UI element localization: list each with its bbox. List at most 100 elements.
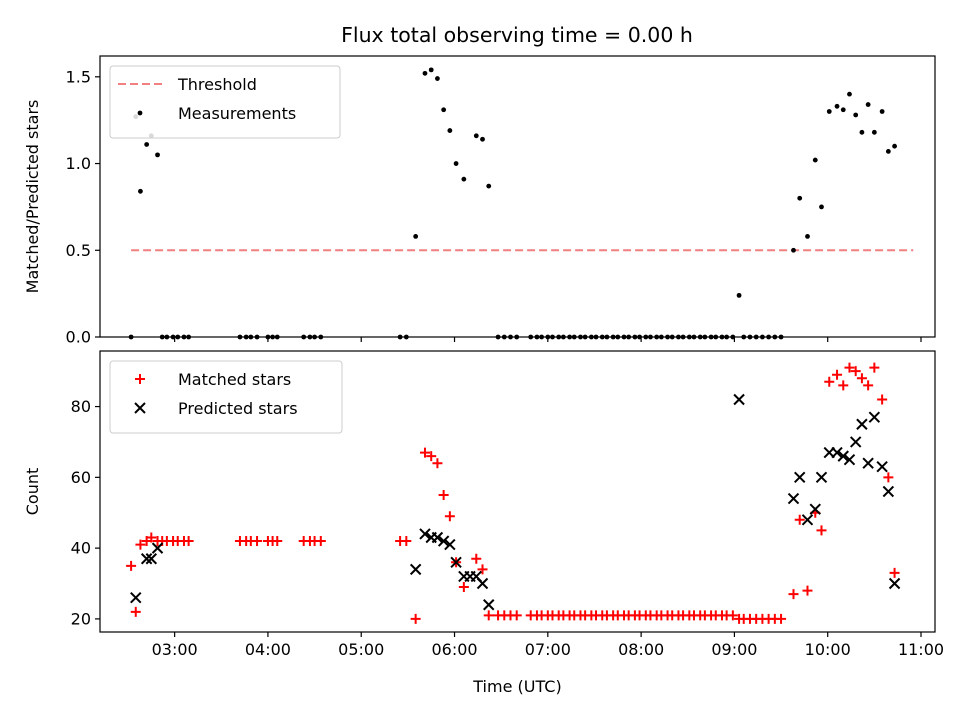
measurement-point <box>853 112 859 118</box>
x-tick-label: 05:00 <box>338 640 384 659</box>
matched-stars-point <box>883 472 894 483</box>
predicted-stars-point <box>437 535 450 547</box>
matched-stars-point <box>272 536 283 547</box>
measurement-point <box>480 136 485 142</box>
measurement-point <box>819 204 824 210</box>
matched-stars-point <box>419 447 430 458</box>
measurement-point <box>797 195 803 201</box>
legend-box <box>109 360 343 434</box>
predicted-stars-point <box>733 393 745 406</box>
matched-stars-point <box>410 613 421 624</box>
matched-stars-point <box>863 380 874 391</box>
predicted-stars-point <box>837 450 849 462</box>
matched-stars-point <box>444 511 455 522</box>
predicted-stars-point <box>130 591 142 604</box>
measurement-point <box>486 183 492 189</box>
matched-stars-point <box>126 560 137 571</box>
y-tick-label: 40 <box>71 539 91 558</box>
predicted-stars-point <box>431 531 444 544</box>
measurement-point <box>422 70 428 76</box>
predicted-stars-point <box>862 457 874 469</box>
predicted-stars-point <box>815 471 828 484</box>
matched-stars-point <box>802 585 813 596</box>
predicted-stars-point <box>476 577 489 590</box>
predicted-stars-point <box>444 538 456 551</box>
legend: Threshold Measurements <box>109 65 341 139</box>
legend-label: Threshold <box>177 75 257 94</box>
measurement-point <box>885 149 891 154</box>
measurement-point <box>441 107 447 113</box>
matched-stars-point <box>135 539 146 550</box>
matched-stars-point <box>838 380 849 391</box>
matched-stars-point <box>438 490 449 501</box>
y-tick-label: 0.5 <box>66 241 91 260</box>
matched-stars-point <box>183 536 194 547</box>
measurement-point <box>144 142 150 147</box>
legend-box <box>109 65 341 139</box>
matched-stars-point <box>483 610 494 621</box>
measurement-point <box>155 152 160 158</box>
matched-stars-point <box>794 514 805 525</box>
measurement-point <box>413 233 419 239</box>
matched-stars-point <box>471 553 482 564</box>
predicted-stars-point <box>888 577 901 590</box>
predicted-stars-point <box>801 514 814 526</box>
legend-predicted-swatch <box>134 402 146 414</box>
measurement-point <box>871 129 877 135</box>
x-tick-label: 08:00 <box>618 640 664 659</box>
legend-measurements-swatch <box>137 110 143 116</box>
x-tick-label: 06:00 <box>431 640 477 659</box>
predicted-stars-point <box>794 471 806 484</box>
predicted-stars-point <box>856 418 868 430</box>
matched-stars-point <box>788 589 799 600</box>
matched-stars-point <box>252 536 263 547</box>
measurement-point <box>865 102 871 107</box>
matched-stars-point <box>458 582 469 593</box>
measurement-point <box>736 292 742 298</box>
y-tick-label: 0.0 <box>66 328 91 347</box>
predicted-stars-point <box>843 453 856 466</box>
measurement-point <box>428 67 434 73</box>
legend: Matched stars Predicted stars <box>109 360 343 434</box>
measurement-point <box>840 107 846 113</box>
legend-label: Matched stars <box>178 370 291 389</box>
predicted-stars-point <box>145 553 158 565</box>
predicted-stars-point <box>151 542 164 554</box>
matched-stars-point <box>146 532 157 543</box>
predicted-stars-point <box>787 492 800 505</box>
measurement-point <box>847 91 852 97</box>
y-tick-label: 1.0 <box>66 154 91 173</box>
matched-stars-point <box>432 458 443 469</box>
matched-stars-point <box>727 610 738 621</box>
measurement-point <box>892 143 897 149</box>
predicted-stars-point <box>809 503 821 515</box>
legend-label: Measurements <box>178 104 296 123</box>
chart-title: Flux total observing time = 0.00 h <box>341 23 693 47</box>
measurement-point <box>812 157 818 163</box>
measurement-point <box>447 128 453 133</box>
matched-stars-point <box>832 369 843 380</box>
matched-stars-point <box>401 536 412 547</box>
x-tick-label: 04:00 <box>245 640 291 659</box>
measurement-point <box>805 233 810 239</box>
measurement-point <box>461 176 467 182</box>
matched-stars-point <box>511 610 522 621</box>
predicted-stars-point <box>849 436 862 448</box>
matched-stars-point <box>426 451 437 462</box>
y-axis-label: Matched/Predicted stars <box>23 100 42 294</box>
y-tick-label: 60 <box>71 468 91 487</box>
matched-stars-point <box>856 373 867 384</box>
x-tick-label: 03:00 <box>152 640 198 659</box>
x-tick-label: 10:00 <box>805 640 851 659</box>
matched-stars-point <box>889 567 900 578</box>
y-tick-label: 80 <box>71 397 91 416</box>
matched-stars-point <box>477 564 488 575</box>
axes-frame <box>99 350 936 633</box>
measurement-point <box>435 76 440 81</box>
predicted-stars-point <box>409 563 422 576</box>
axes-frame <box>99 55 936 338</box>
matched-stars-point <box>776 613 787 624</box>
x-tick-label: 07:00 <box>525 640 571 659</box>
predicted-stars-point <box>419 528 431 540</box>
